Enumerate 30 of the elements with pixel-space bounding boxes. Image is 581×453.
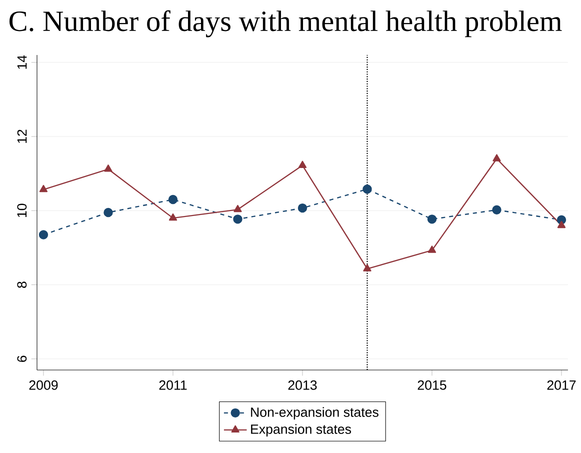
point xyxy=(298,160,307,168)
x-tick-label: 2017 xyxy=(547,380,576,390)
y-tick-label: 10 xyxy=(17,204,27,218)
x-tick-label: 2013 xyxy=(288,380,317,390)
point xyxy=(298,203,308,213)
chart-title: C. Number of days with mental health problem xyxy=(9,10,562,38)
legend-label: Non-expansion states xyxy=(251,407,378,420)
legend-label: Expansion states xyxy=(251,424,352,437)
point xyxy=(492,205,502,215)
point xyxy=(104,164,112,172)
point xyxy=(362,184,372,194)
point xyxy=(427,214,437,224)
x-tick-label: 2015 xyxy=(418,380,446,390)
point xyxy=(168,194,178,204)
point xyxy=(234,204,242,212)
point xyxy=(104,208,113,218)
point xyxy=(557,220,566,228)
y-tick-label: 14 xyxy=(17,55,27,69)
x-tick-label: 2009 xyxy=(29,380,58,390)
point xyxy=(428,246,436,253)
point xyxy=(168,213,178,221)
y-tick-label: 12 xyxy=(17,130,27,143)
x-tick-label: 2011 xyxy=(159,380,187,390)
point xyxy=(39,184,48,192)
y-tick-label: 6 xyxy=(17,356,27,362)
point xyxy=(363,264,372,272)
point xyxy=(492,154,501,162)
point xyxy=(38,230,48,240)
point xyxy=(233,214,242,224)
y-tick-label: 8 xyxy=(17,282,27,288)
